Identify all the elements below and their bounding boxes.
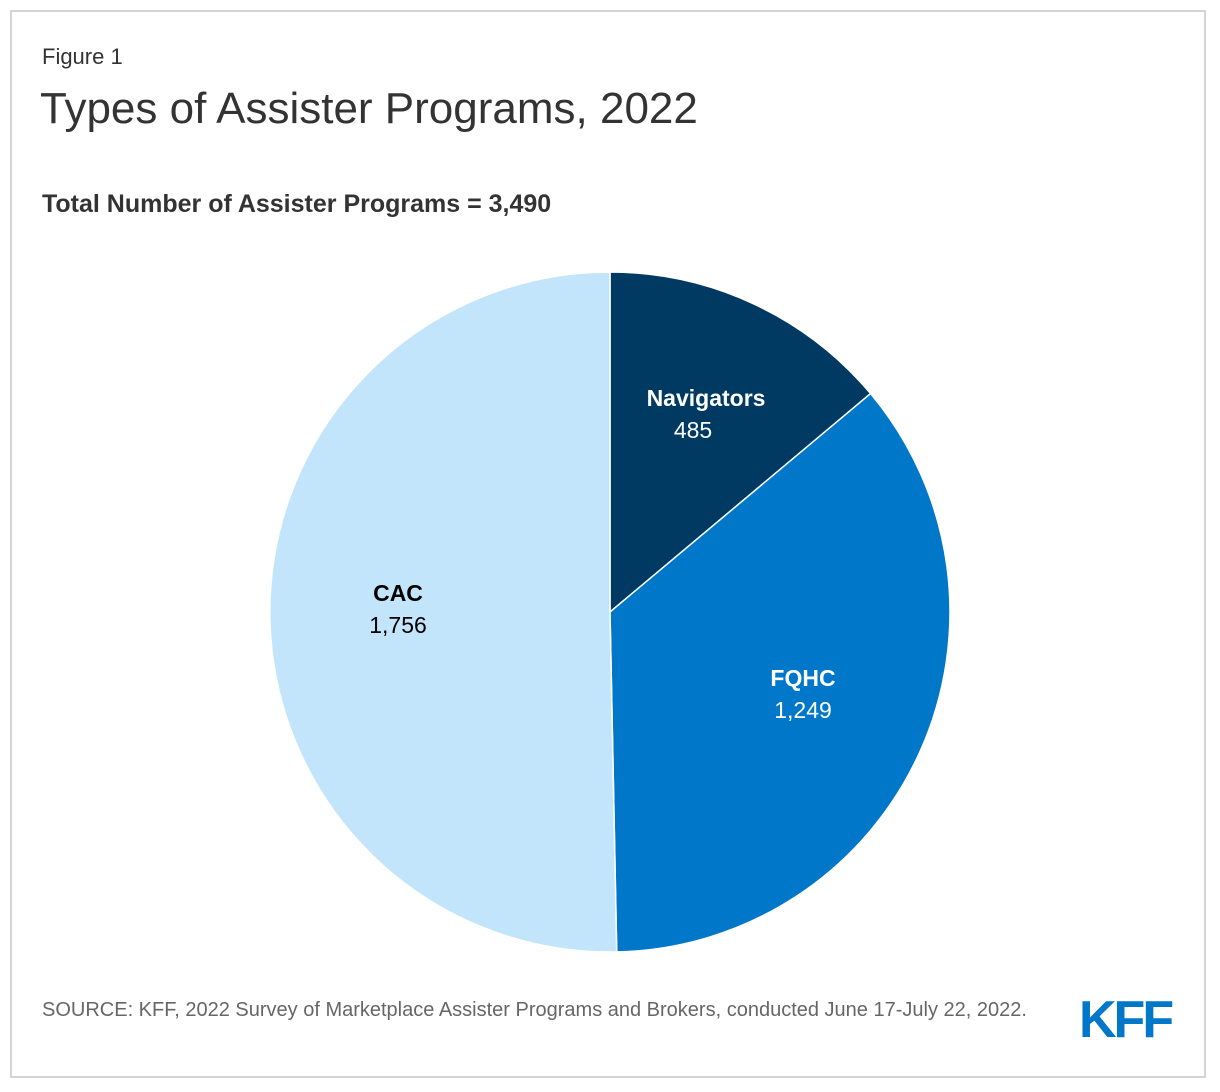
slice-value-cac: 1,756 — [369, 612, 427, 638]
slice-label-fqhc: FQHC — [770, 665, 835, 691]
pie-slice-navigators — [609, 271, 872, 614]
source-note: SOURCE: KFF, 2022 Survey of Marketplace … — [42, 999, 1027, 1021]
chart-subtitle: Total Number of Assister Programs = 3,49… — [42, 190, 552, 218]
chart-title: Types of Assister Programs, 2022 — [40, 84, 698, 133]
pie-slice-fqhc — [609, 392, 951, 953]
slice-value-fqhc: 1,249 — [774, 697, 832, 723]
slice-label-cac: CAC — [373, 580, 423, 606]
pie-slice-cac — [269, 271, 618, 953]
slice-label-navigators: Navigators — [647, 385, 766, 411]
figure-label: Figure 1 — [42, 44, 123, 69]
slice-value-navigators: 485 — [674, 417, 712, 443]
kff-logo: KFF — [1079, 991, 1174, 1049]
